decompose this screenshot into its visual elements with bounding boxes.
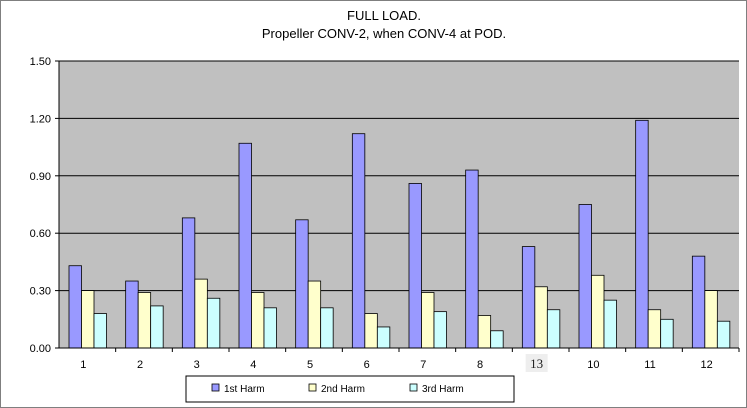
x-tick-highlight: [525, 354, 548, 372]
x-tick-label: 12: [701, 359, 713, 371]
y-tick-label: 0.00: [30, 343, 51, 355]
bar-1st-harm: [238, 142, 252, 349]
bar-3rd-harm: [660, 318, 674, 349]
y-tick-label: 1.20: [30, 113, 51, 125]
x-tick-label: 13: [530, 356, 543, 371]
plot-area: [59, 61, 739, 348]
bar-3rd-harm: [716, 320, 731, 349]
bar-1st-harm: [295, 219, 309, 349]
bar-2nd-harm: [137, 292, 152, 349]
legend: 1st Harm 2nd Harm 3rd Harm: [185, 375, 515, 403]
bar-2nd-harm: [194, 278, 208, 349]
bar-2nd-harm: [421, 292, 435, 349]
bar-2nd-harm: [477, 315, 492, 349]
x-tick-label: 10: [587, 359, 599, 371]
bar-3rd-harm: [376, 326, 391, 349]
x-tick-label: 8: [477, 359, 483, 371]
bar-2nd-harm: [534, 286, 548, 349]
legend-label: 2nd Harm: [321, 384, 365, 395]
bar-1st-harm: [691, 255, 706, 349]
bar-2nd-harm: [647, 309, 662, 349]
bar-3rd-harm: [490, 330, 504, 349]
legend-swatch: [409, 383, 418, 392]
bar-3rd-harm: [433, 311, 447, 349]
bar-2nd-harm: [704, 290, 718, 349]
legend-box: [185, 375, 515, 403]
bar-2nd-harm: [307, 280, 322, 349]
bar-1st-harm: [125, 280, 139, 349]
bar-1st-harm: [351, 133, 366, 349]
legend-label: 3rd Harm: [422, 384, 464, 395]
bar-1st-harm: [635, 119, 649, 349]
bar-2nd-harm: [364, 313, 378, 349]
y-tick-label: 0.30: [30, 286, 51, 298]
legend-label: 1st Harm: [224, 384, 265, 395]
chart-subtitle: Propeller CONV-2, when CONV-4 at POD.: [262, 26, 506, 41]
bar-3rd-harm: [206, 297, 221, 349]
y-tick-label: 1.50: [30, 56, 51, 68]
bar-3rd-harm: [263, 307, 277, 349]
y-tick-label: 0.60: [30, 228, 51, 240]
x-tick-label: 6: [364, 359, 370, 371]
bar-3rd-harm: [93, 313, 107, 349]
x-tick-label: 3: [194, 359, 200, 371]
legend-swatch: [211, 383, 220, 392]
bar-2nd-harm: [81, 290, 95, 349]
bar-3rd-harm: [603, 299, 617, 349]
bar-1st-harm: [521, 246, 536, 349]
bar-2nd-harm: [591, 274, 605, 349]
x-tick-label: 4: [250, 359, 256, 371]
x-tick-label: 5: [307, 359, 313, 371]
legend-swatch: [308, 383, 317, 392]
axes: 0.000.300.600.901.201.501 2 3 4 5 6 7 8 13 10 11 12: [30, 56, 740, 372]
bar-3rd-harm: [320, 307, 334, 349]
gridlines: [59, 60, 739, 292]
x-tick-label: 1: [80, 359, 86, 371]
bar-3rd-harm: [150, 305, 164, 349]
bar-1st-harm: [465, 169, 479, 349]
chart-title: FULL LOAD.: [347, 8, 421, 23]
x-tick-label: 7: [420, 359, 426, 371]
x-tick-label: 11: [644, 359, 655, 371]
bar-1st-harm: [181, 217, 196, 349]
bar-3rd-harm: [546, 309, 561, 349]
bar-1st-harm: [68, 265, 82, 349]
x-tick-label: 2: [137, 359, 143, 371]
bar-1st-harm: [408, 183, 422, 349]
y-tick-label: 0.90: [30, 171, 51, 183]
bar-1st-harm: [578, 204, 592, 349]
bar-2nd-harm: [251, 292, 265, 349]
